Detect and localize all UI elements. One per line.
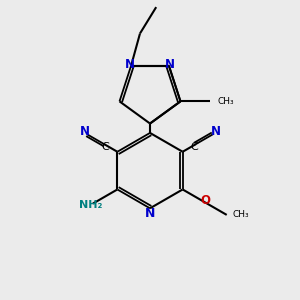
Text: CH₃: CH₃ xyxy=(218,97,235,106)
Text: C: C xyxy=(102,142,110,152)
Text: N: N xyxy=(165,58,175,70)
Text: NH₂: NH₂ xyxy=(79,200,102,210)
Text: CH₃: CH₃ xyxy=(232,210,249,219)
Text: C: C xyxy=(190,142,198,152)
Text: O: O xyxy=(200,194,211,207)
Text: N: N xyxy=(145,207,155,220)
Text: N: N xyxy=(125,58,135,70)
Text: N: N xyxy=(80,125,89,138)
Text: N: N xyxy=(211,125,220,138)
